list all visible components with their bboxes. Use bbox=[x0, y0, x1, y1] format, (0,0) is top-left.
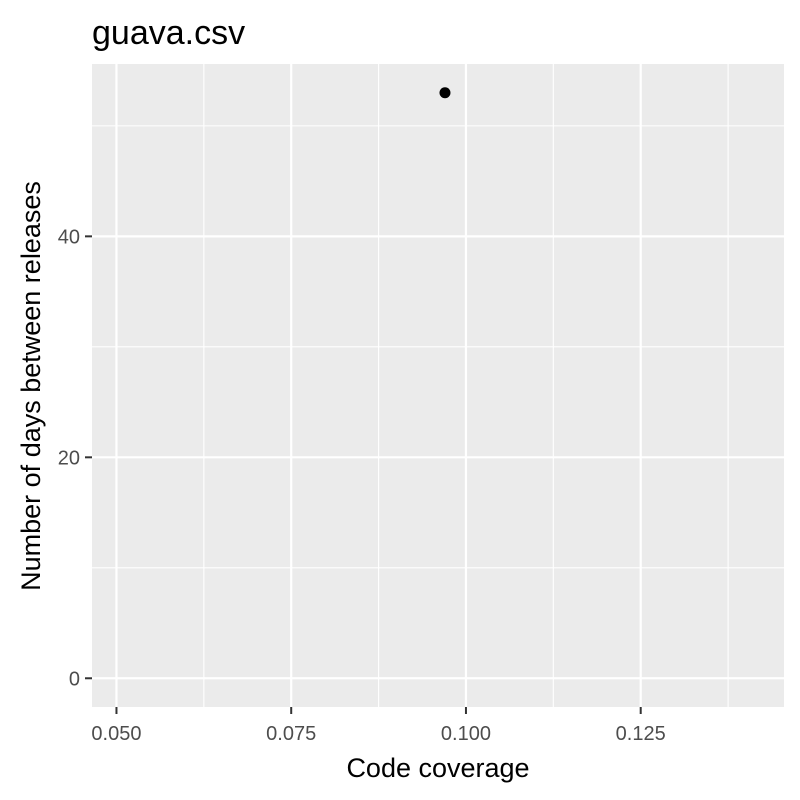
y-axis-ticks: 0 20 40 bbox=[58, 226, 92, 690]
x-axis-title: Code coverage bbox=[346, 753, 529, 783]
x-tick-label: 0.075 bbox=[266, 723, 316, 745]
x-tick-label: 0.125 bbox=[616, 723, 666, 745]
data-point bbox=[439, 87, 451, 99]
x-axis-ticks: 0.050 0.075 0.100 0.125 bbox=[91, 707, 666, 745]
plot-panel bbox=[92, 64, 784, 707]
y-tick-label: 20 bbox=[58, 447, 80, 469]
x-tick-label: 0.050 bbox=[91, 723, 141, 745]
chart-title: guava.csv bbox=[92, 14, 245, 52]
y-tick-label: 0 bbox=[69, 668, 80, 690]
minor-gridlines bbox=[92, 64, 784, 707]
y-tick-label: 40 bbox=[58, 226, 80, 248]
x-tick-label: 0.100 bbox=[441, 723, 491, 745]
y-axis-title: Number of days between releases bbox=[16, 181, 46, 591]
data-points bbox=[439, 87, 451, 99]
major-gridlines bbox=[92, 64, 784, 707]
